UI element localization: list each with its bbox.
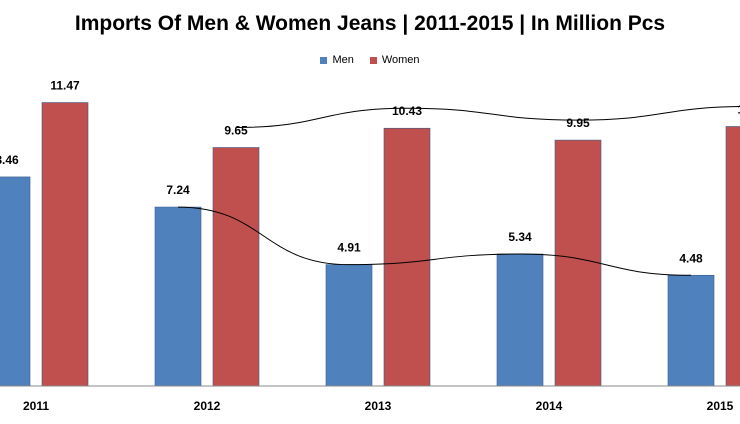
x-tick-label-2013: 2013: [365, 399, 392, 413]
data-label-men-2012: 7.24: [166, 183, 190, 197]
bar-women-2012: [212, 147, 260, 387]
data-label-women-2013: 10.43: [392, 104, 422, 118]
chart-title: Imports Of Men & Women Jeans | 2011-2015…: [74, 12, 666, 35]
bar-women-2011: [41, 102, 89, 387]
bar-women-2014: [554, 139, 602, 387]
legend: Men Women: [0, 54, 740, 66]
data-label-men-2015: 4.48: [679, 251, 703, 265]
trendline-women: [235, 106, 740, 129]
legend-item-women: Women: [369, 54, 420, 66]
legend-item-men: Men: [320, 54, 354, 66]
bar-men-2013: [325, 264, 373, 387]
legend-label-women: Women: [381, 54, 420, 66]
data-label-women-2015: 10.5: [737, 103, 740, 117]
bar-men-2014: [496, 253, 544, 387]
x-tick-label-2012: 2012: [194, 399, 221, 413]
bar-women-2013: [383, 127, 431, 387]
legend-swatch-women: [369, 56, 377, 64]
bar-men-2012: [154, 206, 202, 387]
data-label-men-2011: 8.46: [0, 153, 19, 167]
bar-women-2015: [725, 126, 740, 387]
bar-men-2015: [667, 274, 715, 387]
data-label-women-2012: 9.65: [224, 124, 248, 138]
x-tick-label-2011: 2011: [23, 399, 49, 413]
legend-label-men: Men: [332, 54, 354, 66]
trendline-men: [177, 206, 692, 276]
data-label-women-2011: 11.47: [50, 79, 80, 93]
legend-swatch-men: [320, 56, 328, 64]
data-label-men-2013: 4.91: [337, 241, 361, 255]
data-label-women-2014: 9.95: [566, 116, 590, 130]
bar-men-2011: [0, 176, 31, 387]
x-tick-label-2014: 2014: [536, 399, 563, 413]
x-tick-label-2015: 2015: [707, 399, 734, 413]
data-label-men-2014: 5.34: [508, 230, 532, 244]
